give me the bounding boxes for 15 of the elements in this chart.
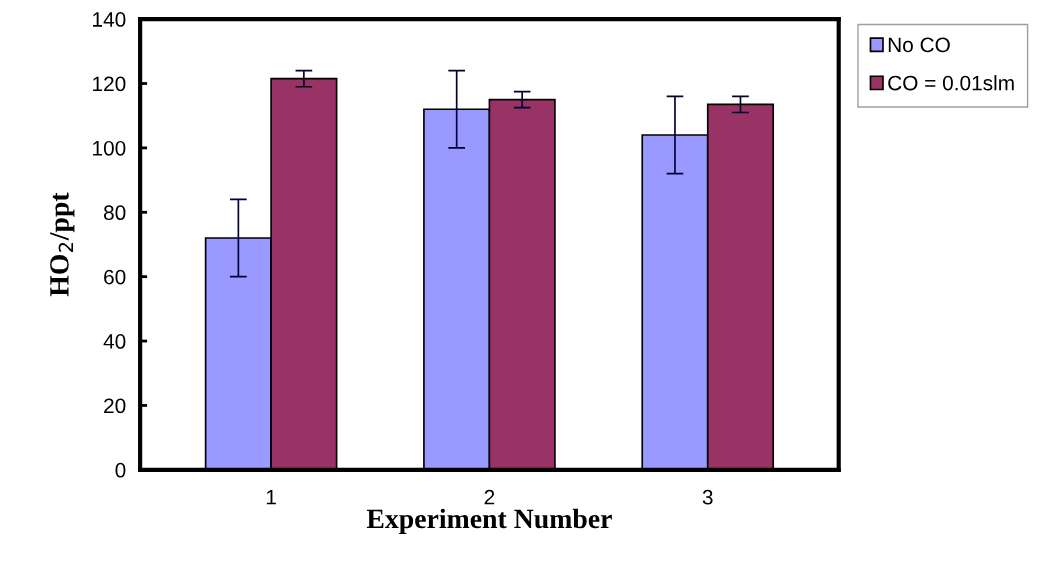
legend-label: No CO <box>888 37 950 53</box>
y-axis-title: HO$_{2}$/ppt <box>50 192 75 297</box>
x-tick-label: 3 <box>702 489 713 505</box>
x-axis-title: Experiment Number <box>366 508 612 534</box>
y-tick-label: 60 <box>104 269 126 285</box>
y-tick-label: 0 <box>115 462 126 478</box>
x-tick-label: 1 <box>266 490 276 505</box>
y-tick-label: 100 <box>93 140 126 156</box>
legend-label: CO = 0.01slm <box>888 75 1014 91</box>
y-tick-label: 20 <box>104 398 126 414</box>
x-tick-label: 2 <box>484 489 495 505</box>
y-tick-label: 120 <box>93 76 126 92</box>
y-tick-label: 40 <box>103 334 126 349</box>
y-tick-label: 140 <box>93 12 126 27</box>
y-tick-label: 80 <box>103 205 126 221</box>
